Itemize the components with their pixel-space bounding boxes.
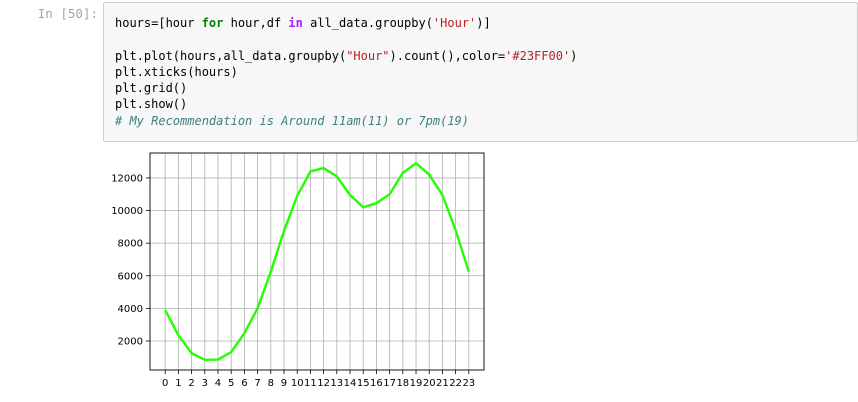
code-editor[interactable]: hours=[hour for hour,df in all_data.grou… bbox=[115, 15, 577, 129]
code-line bbox=[115, 31, 577, 47]
code-line: # My Recommendation is Around 11am(11) o… bbox=[115, 113, 577, 129]
code-string: "Hour" bbox=[346, 48, 390, 63]
y-tick-label: 10000 bbox=[111, 206, 143, 217]
x-tick-label: 0 bbox=[162, 378, 168, 389]
code-string: 'Hour' bbox=[432, 16, 477, 30]
code-line: hours=[hour for hour,df in all_data.grou… bbox=[115, 15, 577, 31]
x-tick-label: 10 bbox=[291, 378, 304, 389]
x-tick-label: 8 bbox=[268, 378, 274, 389]
y-tick-label: 12000 bbox=[111, 173, 143, 184]
x-tick-label: 1 bbox=[175, 378, 181, 389]
code-line: plt.grid() bbox=[115, 80, 577, 96]
x-tick-label: 21 bbox=[436, 378, 449, 389]
x-tick-label: 15 bbox=[357, 378, 370, 389]
x-tick-label: 22 bbox=[449, 378, 462, 389]
code-token: ) bbox=[570, 48, 578, 63]
x-tick-label: 23 bbox=[462, 378, 475, 389]
x-tick-label: 13 bbox=[330, 378, 343, 389]
code-keyword: in bbox=[288, 16, 303, 30]
code-token: plt.show() bbox=[115, 97, 188, 112]
code-token: hour,df bbox=[223, 16, 289, 30]
series-line bbox=[164, 162, 470, 362]
plot-frame bbox=[149, 152, 485, 371]
x-tick-label: 5 bbox=[228, 378, 234, 389]
code-token: all_data.groupby( bbox=[302, 16, 433, 30]
x-tick-label: 14 bbox=[344, 378, 357, 389]
plot-area bbox=[150, 153, 484, 370]
code-line: plt.show() bbox=[115, 96, 577, 112]
code-token: hours=[hour bbox=[115, 16, 202, 30]
code-token: )] bbox=[476, 16, 491, 30]
x-tick-label: 12 bbox=[317, 378, 330, 389]
code-comment: # My Recommendation is Around 11am(11) o… bbox=[115, 113, 470, 128]
y-tick-label: 2000 bbox=[118, 337, 143, 348]
x-tick-label: 18 bbox=[396, 378, 409, 389]
cell-prompt: In [50]: bbox=[37, 6, 98, 21]
code-token: plt.grid() bbox=[115, 81, 188, 96]
x-tick-label: 20 bbox=[423, 378, 436, 389]
code-line: plt.xticks(hours) bbox=[115, 64, 577, 80]
x-tick-label: 2 bbox=[188, 378, 194, 389]
x-tick-label: 16 bbox=[370, 378, 383, 389]
code-keyword: for bbox=[201, 16, 224, 30]
y-tick-label: 8000 bbox=[118, 239, 143, 250]
x-tick-label: 4 bbox=[215, 378, 221, 389]
x-tick-label: 19 bbox=[410, 378, 423, 389]
y-tick-label: 6000 bbox=[118, 271, 143, 282]
x-tick-label: 11 bbox=[304, 378, 317, 389]
x-tick-label: 17 bbox=[383, 378, 396, 389]
x-tick-label: 3 bbox=[202, 378, 208, 389]
code-token: plt.plot(hours,all_data.groupby( bbox=[115, 48, 347, 63]
line-chart: 0 1 2 3 4 5 6 7 8 9 10 11 12 13 14 15 16 17 18 19 20 21 22 2320… bbox=[111, 152, 485, 389]
x-tick-label: 6 bbox=[241, 378, 247, 389]
code-line: plt.plot(hours,all_data.groupby("Hour").… bbox=[115, 48, 577, 64]
x-tick-label: 9 bbox=[281, 378, 287, 389]
y-tick-label: 4000 bbox=[118, 304, 143, 315]
code-token: ).count(),color= bbox=[389, 48, 506, 63]
cell-output: 0 1 2 3 4 5 6 7 8 9 10 11 12 13 14 15 16 17 18 19 20 21 22 23 20… bbox=[103, 146, 858, 402]
code-token: plt.xticks(hours) bbox=[115, 64, 238, 79]
code-string: '#23FF00' bbox=[505, 48, 571, 63]
code-cell-input[interactable]: hours=[hour for hour,df in all_data.grou… bbox=[103, 2, 858, 142]
x-tick-label: 7 bbox=[254, 378, 260, 389]
